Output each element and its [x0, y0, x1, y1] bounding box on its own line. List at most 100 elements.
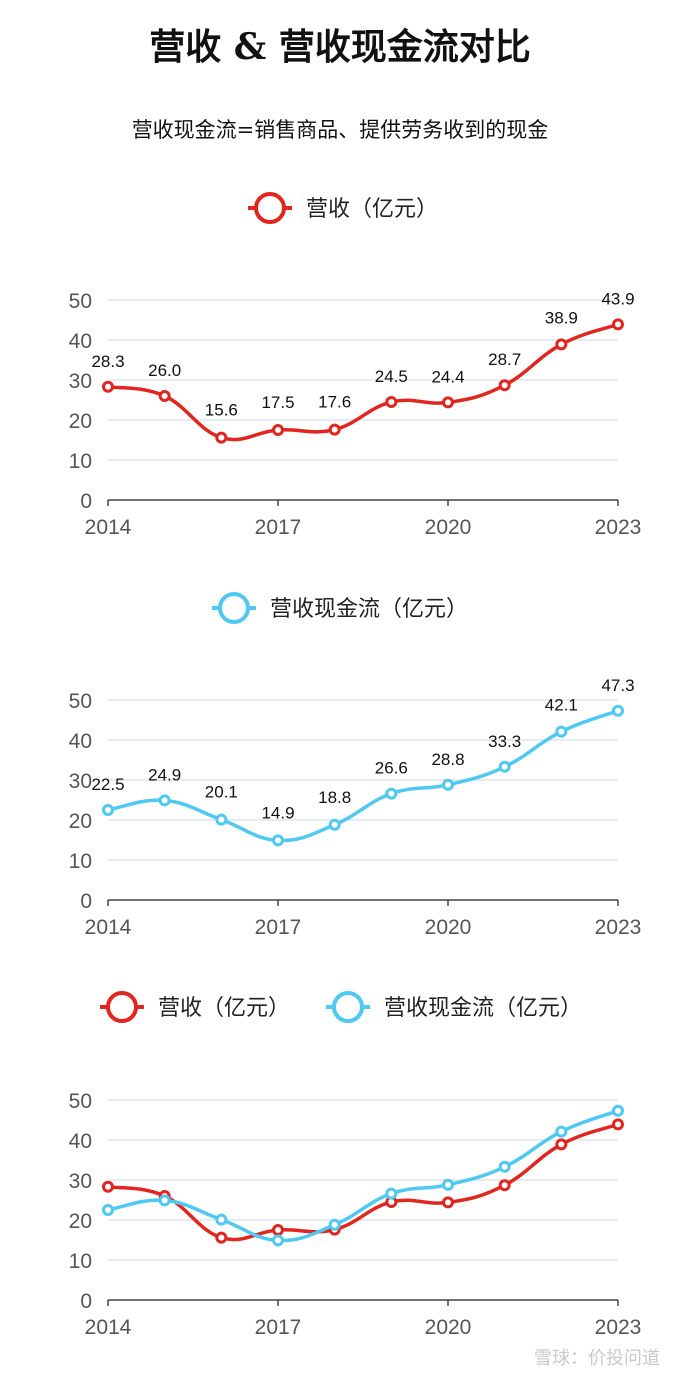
x-tick-label: 2017 — [255, 916, 302, 939]
data-point — [442, 778, 454, 791]
y-tick-label: 40 — [69, 1130, 92, 1153]
legend-item: 营收（亿元） — [100, 991, 290, 1023]
x-tick-label: 2014 — [85, 516, 132, 539]
data-label: 28.3 — [91, 352, 124, 371]
data-point — [272, 834, 284, 847]
y-tick-label: 50 — [69, 1090, 92, 1113]
y-tick-label: 40 — [69, 730, 92, 753]
y-tick-label: 10 — [69, 1250, 92, 1273]
series-line — [107, 322, 619, 442]
series-line — [107, 1109, 619, 1243]
series-line — [107, 709, 619, 843]
data-point — [442, 1178, 454, 1191]
data-point — [498, 760, 511, 773]
data-point — [158, 794, 171, 807]
data-point — [442, 396, 454, 409]
data-point — [612, 1104, 624, 1117]
watermark: 雪球：价投问道 — [534, 1348, 660, 1369]
legend-item: 营收现金流（亿元） — [212, 592, 468, 624]
legend-item: 营收（亿元） — [248, 192, 438, 224]
x-tick-label: 2017 — [255, 1316, 302, 1339]
x-tick-label: 2023 — [595, 516, 642, 539]
data-label: 26.0 — [148, 361, 181, 380]
x-tick-label: 2014 — [85, 916, 132, 939]
chart-1: 营收（亿元） 0 10 20 30 40 50 2014 2017 2020 2023 28.3 26.… — [69, 192, 642, 539]
data-point — [612, 704, 624, 717]
x-tick-label: 2023 — [595, 916, 642, 939]
x-tick-label: 2017 — [255, 516, 302, 539]
data-label: 26.6 — [375, 759, 408, 778]
data-point — [215, 813, 228, 826]
series-line — [107, 1122, 619, 1242]
x-tick-label: 2020 — [425, 916, 472, 939]
y-tick-label: 20 — [69, 410, 92, 433]
y-tick-label: 10 — [69, 450, 92, 473]
data-point — [385, 396, 398, 408]
data-point — [385, 787, 398, 800]
y-tick-label: 20 — [69, 1210, 92, 1233]
data-label: 24.4 — [431, 367, 464, 386]
y-tick-label: 30 — [69, 370, 92, 393]
data-point — [498, 1179, 511, 1192]
legend-label: 营收（亿元） — [158, 996, 290, 1021]
y-tick-label: 0 — [80, 1290, 92, 1313]
data-point — [385, 1187, 398, 1200]
y-tick-label: 0 — [80, 890, 92, 913]
data-point — [272, 1234, 284, 1247]
legend-marker — [218, 592, 250, 624]
data-point — [215, 1231, 228, 1244]
data-label: 47.3 — [601, 676, 634, 695]
legend-label: 营收（亿元） — [306, 197, 438, 222]
data-point — [328, 423, 341, 436]
data-point — [215, 1213, 228, 1226]
data-point — [555, 725, 568, 738]
data-label: 28.7 — [488, 350, 521, 369]
data-label: 15.6 — [205, 401, 238, 420]
x-tick-label: 2014 — [85, 1316, 132, 1339]
data-point — [328, 1218, 341, 1231]
data-point — [158, 390, 171, 402]
chart-3: 营收（亿元） 营收现金流（亿元） 0 10 20 30 40 50 2014 2017 2020 20… — [69, 991, 641, 1339]
data-point — [498, 379, 511, 392]
chart-2: 营收现金流（亿元） 0 10 20 30 40 50 2014 2017 2020 2023 22.5… — [69, 592, 642, 939]
data-point — [272, 1224, 284, 1236]
data-point — [612, 1118, 624, 1131]
data-point — [498, 1160, 511, 1173]
legend-item: 营收现金流（亿元） — [326, 991, 582, 1023]
data-label: 14.9 — [261, 803, 294, 822]
data-label: 43.9 — [601, 289, 634, 308]
data-label: 17.6 — [318, 393, 351, 412]
data-point — [102, 380, 114, 393]
y-tick-label: 10 — [69, 850, 92, 873]
y-tick-label: 50 — [69, 690, 92, 713]
legend-label: 营收现金流（亿元） — [270, 597, 468, 622]
data-point — [158, 1194, 171, 1207]
x-tick-label: 2020 — [425, 1316, 472, 1339]
data-label: 24.5 — [375, 367, 408, 386]
data-label: 24.9 — [148, 765, 181, 784]
data-point — [612, 318, 624, 331]
y-tick-label: 40 — [69, 330, 92, 353]
data-point — [442, 1196, 454, 1209]
data-point — [215, 431, 228, 444]
data-label: 38.9 — [545, 308, 578, 327]
y-tick-label: 30 — [69, 1170, 92, 1193]
data-point — [555, 1138, 568, 1151]
y-tick-label: 50 — [69, 290, 92, 313]
data-label: 28.8 — [431, 750, 464, 769]
page-subtitle: 营收现金流=销售商品、提供劳务收到的现金 — [131, 118, 549, 142]
data-point — [102, 1180, 114, 1193]
data-point — [102, 1204, 114, 1216]
data-point — [555, 1125, 568, 1138]
legend-marker — [332, 991, 364, 1023]
data-point — [272, 424, 284, 436]
y-tick-label: 20 — [69, 810, 92, 833]
data-point — [328, 818, 341, 831]
data-label: 33.3 — [488, 732, 521, 751]
legend-marker — [106, 991, 138, 1023]
data-label: 18.8 — [318, 788, 351, 807]
data-label: 42.1 — [545, 696, 578, 715]
data-label: 17.5 — [261, 393, 294, 412]
page-title: 营收 & 营收现金流对比 — [149, 26, 531, 68]
